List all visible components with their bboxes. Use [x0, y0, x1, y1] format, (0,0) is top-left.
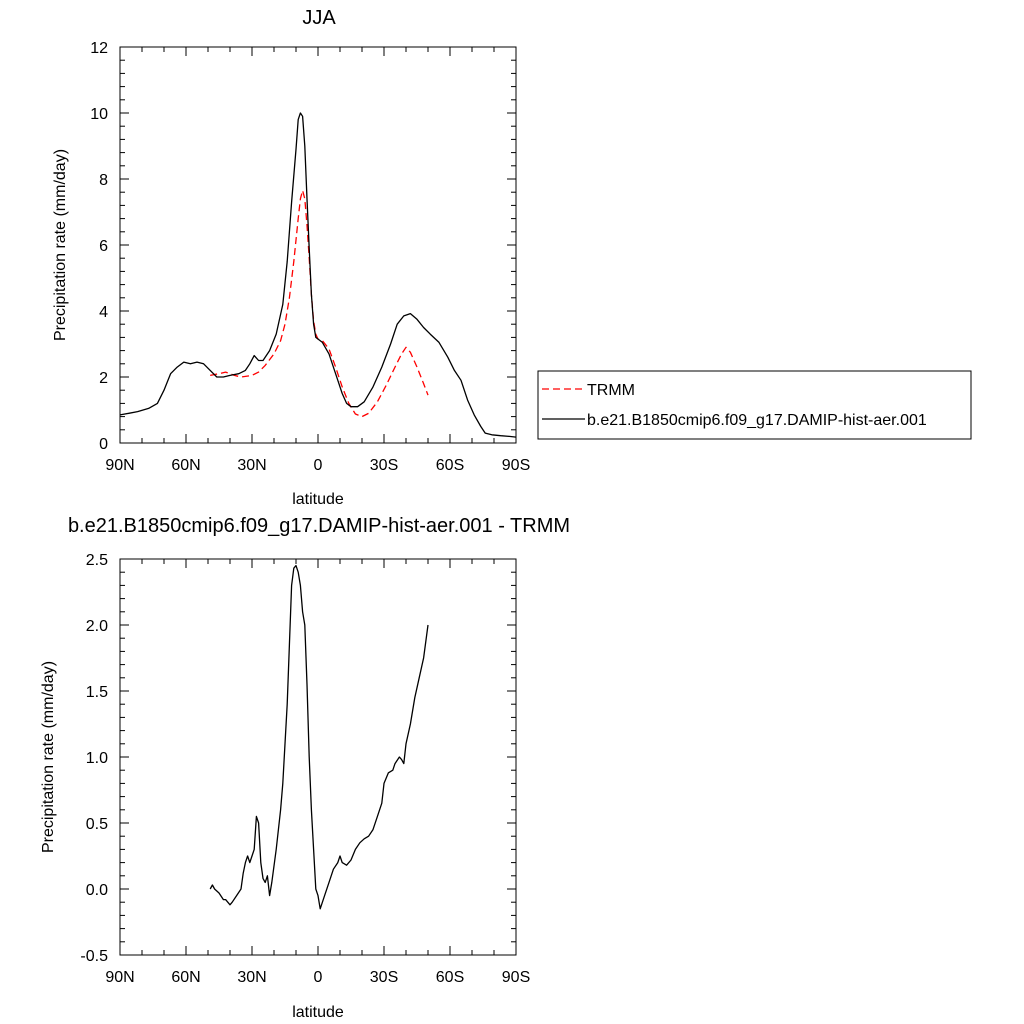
chart1-x-tick-label: 30S — [370, 457, 398, 474]
chart1-series — [119, 112, 517, 438]
chart2-plot-frame — [119, 558, 517, 956]
legend-box — [537, 370, 972, 440]
chart1-x-tick-label: 0 — [314, 457, 323, 474]
chart1-series-line-1 — [119, 112, 517, 438]
chart1-y-tick-label: 6 — [99, 238, 108, 255]
chart-jja: JJA 90N 60N 30N 0 30S 60S 90S 0 2 4 6 8 10 12 latitud… — [52, 7, 972, 508]
chart2-ticks: 90N 60N 30N 0 30S 60S 90S -0.5 0.0 0.5 1.0 1.5 2.0 2.… — [80, 552, 530, 986]
chart1-y-axis-label: Precipitation rate (mm/day) — [52, 149, 69, 341]
chart2-x-tick-label: 30N — [237, 969, 266, 986]
chart1-series-line-0 — [210, 189, 429, 418]
chart2-x-tick-label: 30S — [370, 969, 398, 986]
chart2-x-tick-label: 90S — [502, 969, 530, 986]
chart2-x-tick-label: 0 — [314, 969, 323, 986]
chart-difference: b.e21.B1850cmip6.f09_g17.DAMIP-hist-aer.… — [40, 515, 570, 1021]
chart2-x-tick-label: 60S — [436, 969, 464, 986]
chart1-x-axis-label: latitude — [292, 491, 344, 508]
chart1-x-tick-label: 60S — [436, 457, 464, 474]
chart1-y-tick-label: 4 — [99, 304, 108, 321]
chart2-y-tick-label: 2.0 — [86, 618, 108, 635]
chart1-x-tick-label: 90S — [502, 457, 530, 474]
chart1-x-tick-label: 90N — [105, 457, 134, 474]
chart2-y-tick-label: 1.0 — [86, 750, 108, 767]
chart2-y-tick-label: 1.5 — [86, 684, 108, 701]
chart1-y-tick-label: 8 — [99, 172, 108, 189]
legend-label-trmm: TRMM — [587, 382, 635, 399]
chart1-x-tick-label: 60N — [171, 457, 200, 474]
chart2-y-tick-label: -0.5 — [80, 948, 108, 965]
chart1-ticks: 90N 60N 30N 0 30S 60S 90S 0 2 4 6 8 10 12 — [90, 40, 530, 474]
chart1-legend: TRMM b.e21.B1850cmip6.f09_g17.DAMIP-hist… — [537, 370, 972, 440]
chart2-series-line-0 — [209, 564, 429, 910]
chart1-x-tick-label: 30N — [237, 457, 266, 474]
chart2-x-axis-label: latitude — [292, 1004, 344, 1021]
chart2-x-tick-label: 60N — [171, 969, 200, 986]
chart1-y-tick-label: 2 — [99, 370, 108, 387]
chart2-y-tick-label: 0.5 — [86, 816, 108, 833]
chart1-title: JJA — [302, 7, 336, 29]
chart1-y-tick-label: 10 — [90, 106, 108, 123]
chart1-y-tick-label: 0 — [99, 436, 108, 453]
chart2-y-tick-label: 2.5 — [86, 552, 108, 569]
chart2-title: b.e21.B1850cmip6.f09_g17.DAMIP-hist-aer.… — [68, 515, 570, 537]
chart2-x-tick-label: 90N — [105, 969, 134, 986]
legend-label-model: b.e21.B1850cmip6.f09_g17.DAMIP-hist-aer.… — [587, 412, 927, 429]
chart2-y-axis-label: Precipitation rate (mm/day) — [40, 661, 57, 853]
chart2-y-tick-label: 0.0 — [86, 882, 108, 899]
chart2-series — [209, 564, 429, 910]
chart1-plot-frame — [119, 46, 517, 444]
chart1-y-tick-label: 12 — [90, 40, 108, 57]
